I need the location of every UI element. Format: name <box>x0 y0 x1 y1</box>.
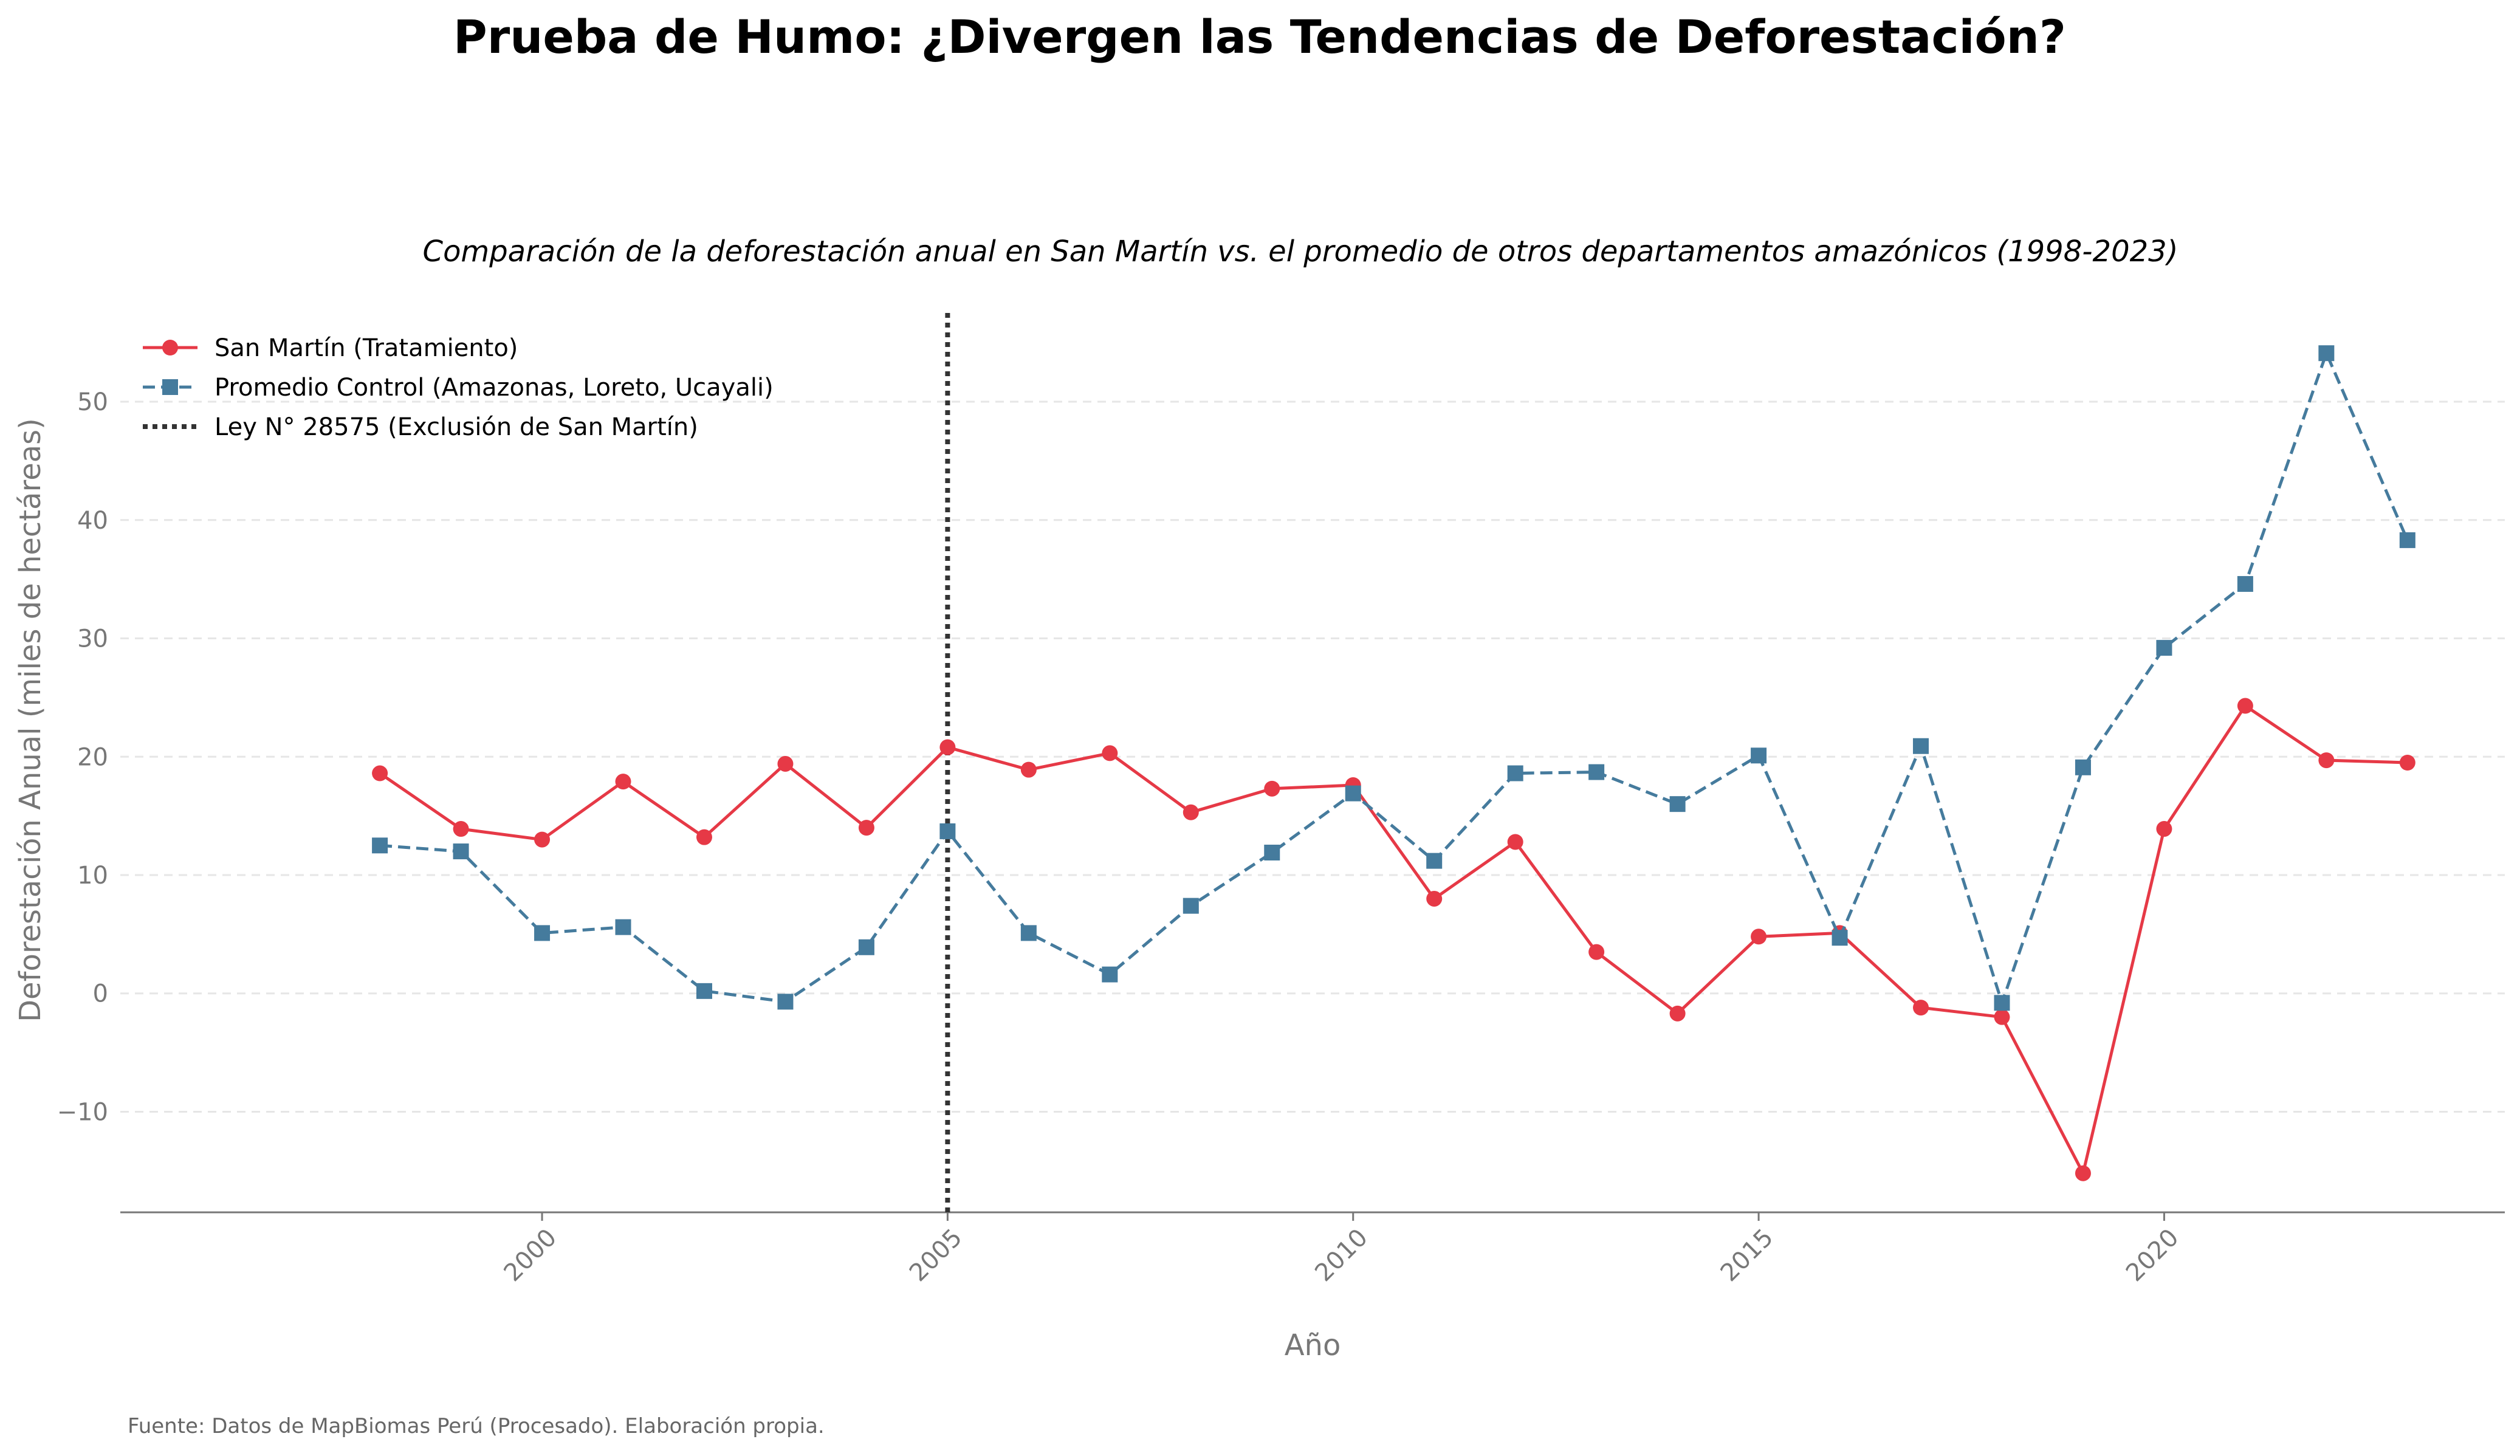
y-tick-labels: −10 0 10 20 30 40 50 <box>57 388 108 1126</box>
series-line <box>379 704 2408 1175</box>
data-point <box>372 837 388 854</box>
data-point <box>615 919 631 935</box>
legend-label: Promedio Control (Amazonas, Loreto, Ucay… <box>215 374 774 402</box>
x-tick-label: 2005 <box>904 1224 968 1288</box>
legend-label: Ley N° 28575 (Exclusión de San Martín) <box>215 413 698 441</box>
data-point <box>453 843 469 860</box>
data-point <box>1669 1005 1686 1022</box>
data-point <box>534 925 551 941</box>
data-point <box>2237 698 2253 714</box>
data-point <box>2075 759 2091 775</box>
data-point <box>939 823 956 839</box>
series-line <box>379 351 2409 1004</box>
data-point <box>1832 930 1848 946</box>
data-point <box>1102 745 1118 761</box>
data-point <box>1264 780 1280 797</box>
data-point <box>1264 845 1280 860</box>
data-point <box>1507 834 1523 850</box>
data-point <box>2318 345 2335 362</box>
y-axis-label: Deforestación Anual (miles de hectáreas) <box>13 418 47 1022</box>
data-point <box>1183 898 1199 914</box>
y-tick-label: 0 <box>93 980 108 1008</box>
data-point <box>2399 755 2415 771</box>
data-point <box>1994 995 2010 1011</box>
data-point <box>1588 944 1605 960</box>
series-control <box>372 345 2415 1011</box>
source-note: Fuente: Datos de MapBiomas Perú (Procesa… <box>128 1414 825 1438</box>
legend-marker <box>162 379 178 395</box>
data-point <box>1751 929 1767 945</box>
data-point <box>1020 761 1037 778</box>
data-point <box>2075 1165 2091 1181</box>
data-point <box>1913 738 1929 754</box>
data-point <box>696 983 712 999</box>
data-point <box>1426 890 1443 907</box>
data-point <box>1507 765 1523 781</box>
data-point <box>1345 785 1361 802</box>
chart-subtitle: Comparación de la deforestación anual en… <box>423 235 2178 269</box>
y-tick-label: 30 <box>77 625 108 653</box>
y-tick-label: 50 <box>77 388 108 416</box>
chart-title: Prueba de Humo: ¿Divergen las Tendencias… <box>453 10 2066 64</box>
data-point <box>1183 804 1199 820</box>
data-point <box>1751 747 1767 764</box>
data-point <box>1669 796 1686 812</box>
x-tick-label: 2020 <box>2121 1224 2185 1288</box>
y-tick-label: 40 <box>77 507 108 535</box>
data-point <box>2399 532 2415 548</box>
series-layer <box>372 345 2415 1181</box>
data-point <box>615 774 631 790</box>
data-point <box>777 994 794 1010</box>
data-point <box>453 821 469 837</box>
legend: San Martín (Tratamiento) Promedio Control… <box>143 334 774 441</box>
data-point <box>696 829 712 845</box>
data-point <box>1426 853 1443 869</box>
y-tick-label: 20 <box>77 743 108 771</box>
series-san-martin <box>372 698 2415 1181</box>
y-tick-label: 10 <box>77 862 108 890</box>
data-point <box>939 739 956 755</box>
data-point <box>1102 966 1118 983</box>
x-tick-label: 2010 <box>1310 1224 1373 1288</box>
data-point <box>2156 640 2172 656</box>
x-axis-label: Año <box>1285 1328 1341 1362</box>
x-tick-labels: 2000 2005 2010 2015 2020 <box>499 1212 2185 1288</box>
data-point <box>2318 752 2335 769</box>
data-point <box>858 939 874 955</box>
data-point <box>1913 1000 1929 1016</box>
grid-lines <box>120 400 2505 1113</box>
y-tick-label: −10 <box>57 1098 108 1126</box>
data-point <box>858 820 874 836</box>
data-point <box>777 755 794 772</box>
data-point <box>2237 575 2253 592</box>
data-point <box>2156 821 2172 837</box>
data-point <box>1588 764 1605 780</box>
data-point <box>534 831 551 848</box>
legend-marker <box>162 340 178 355</box>
legend-label: San Martín (Tratamiento) <box>215 334 518 362</box>
data-point <box>1020 925 1037 941</box>
x-tick-label: 2000 <box>499 1224 563 1288</box>
data-point <box>1994 1009 2010 1025</box>
x-tick-label: 2015 <box>1715 1224 1779 1288</box>
data-point <box>372 765 388 781</box>
